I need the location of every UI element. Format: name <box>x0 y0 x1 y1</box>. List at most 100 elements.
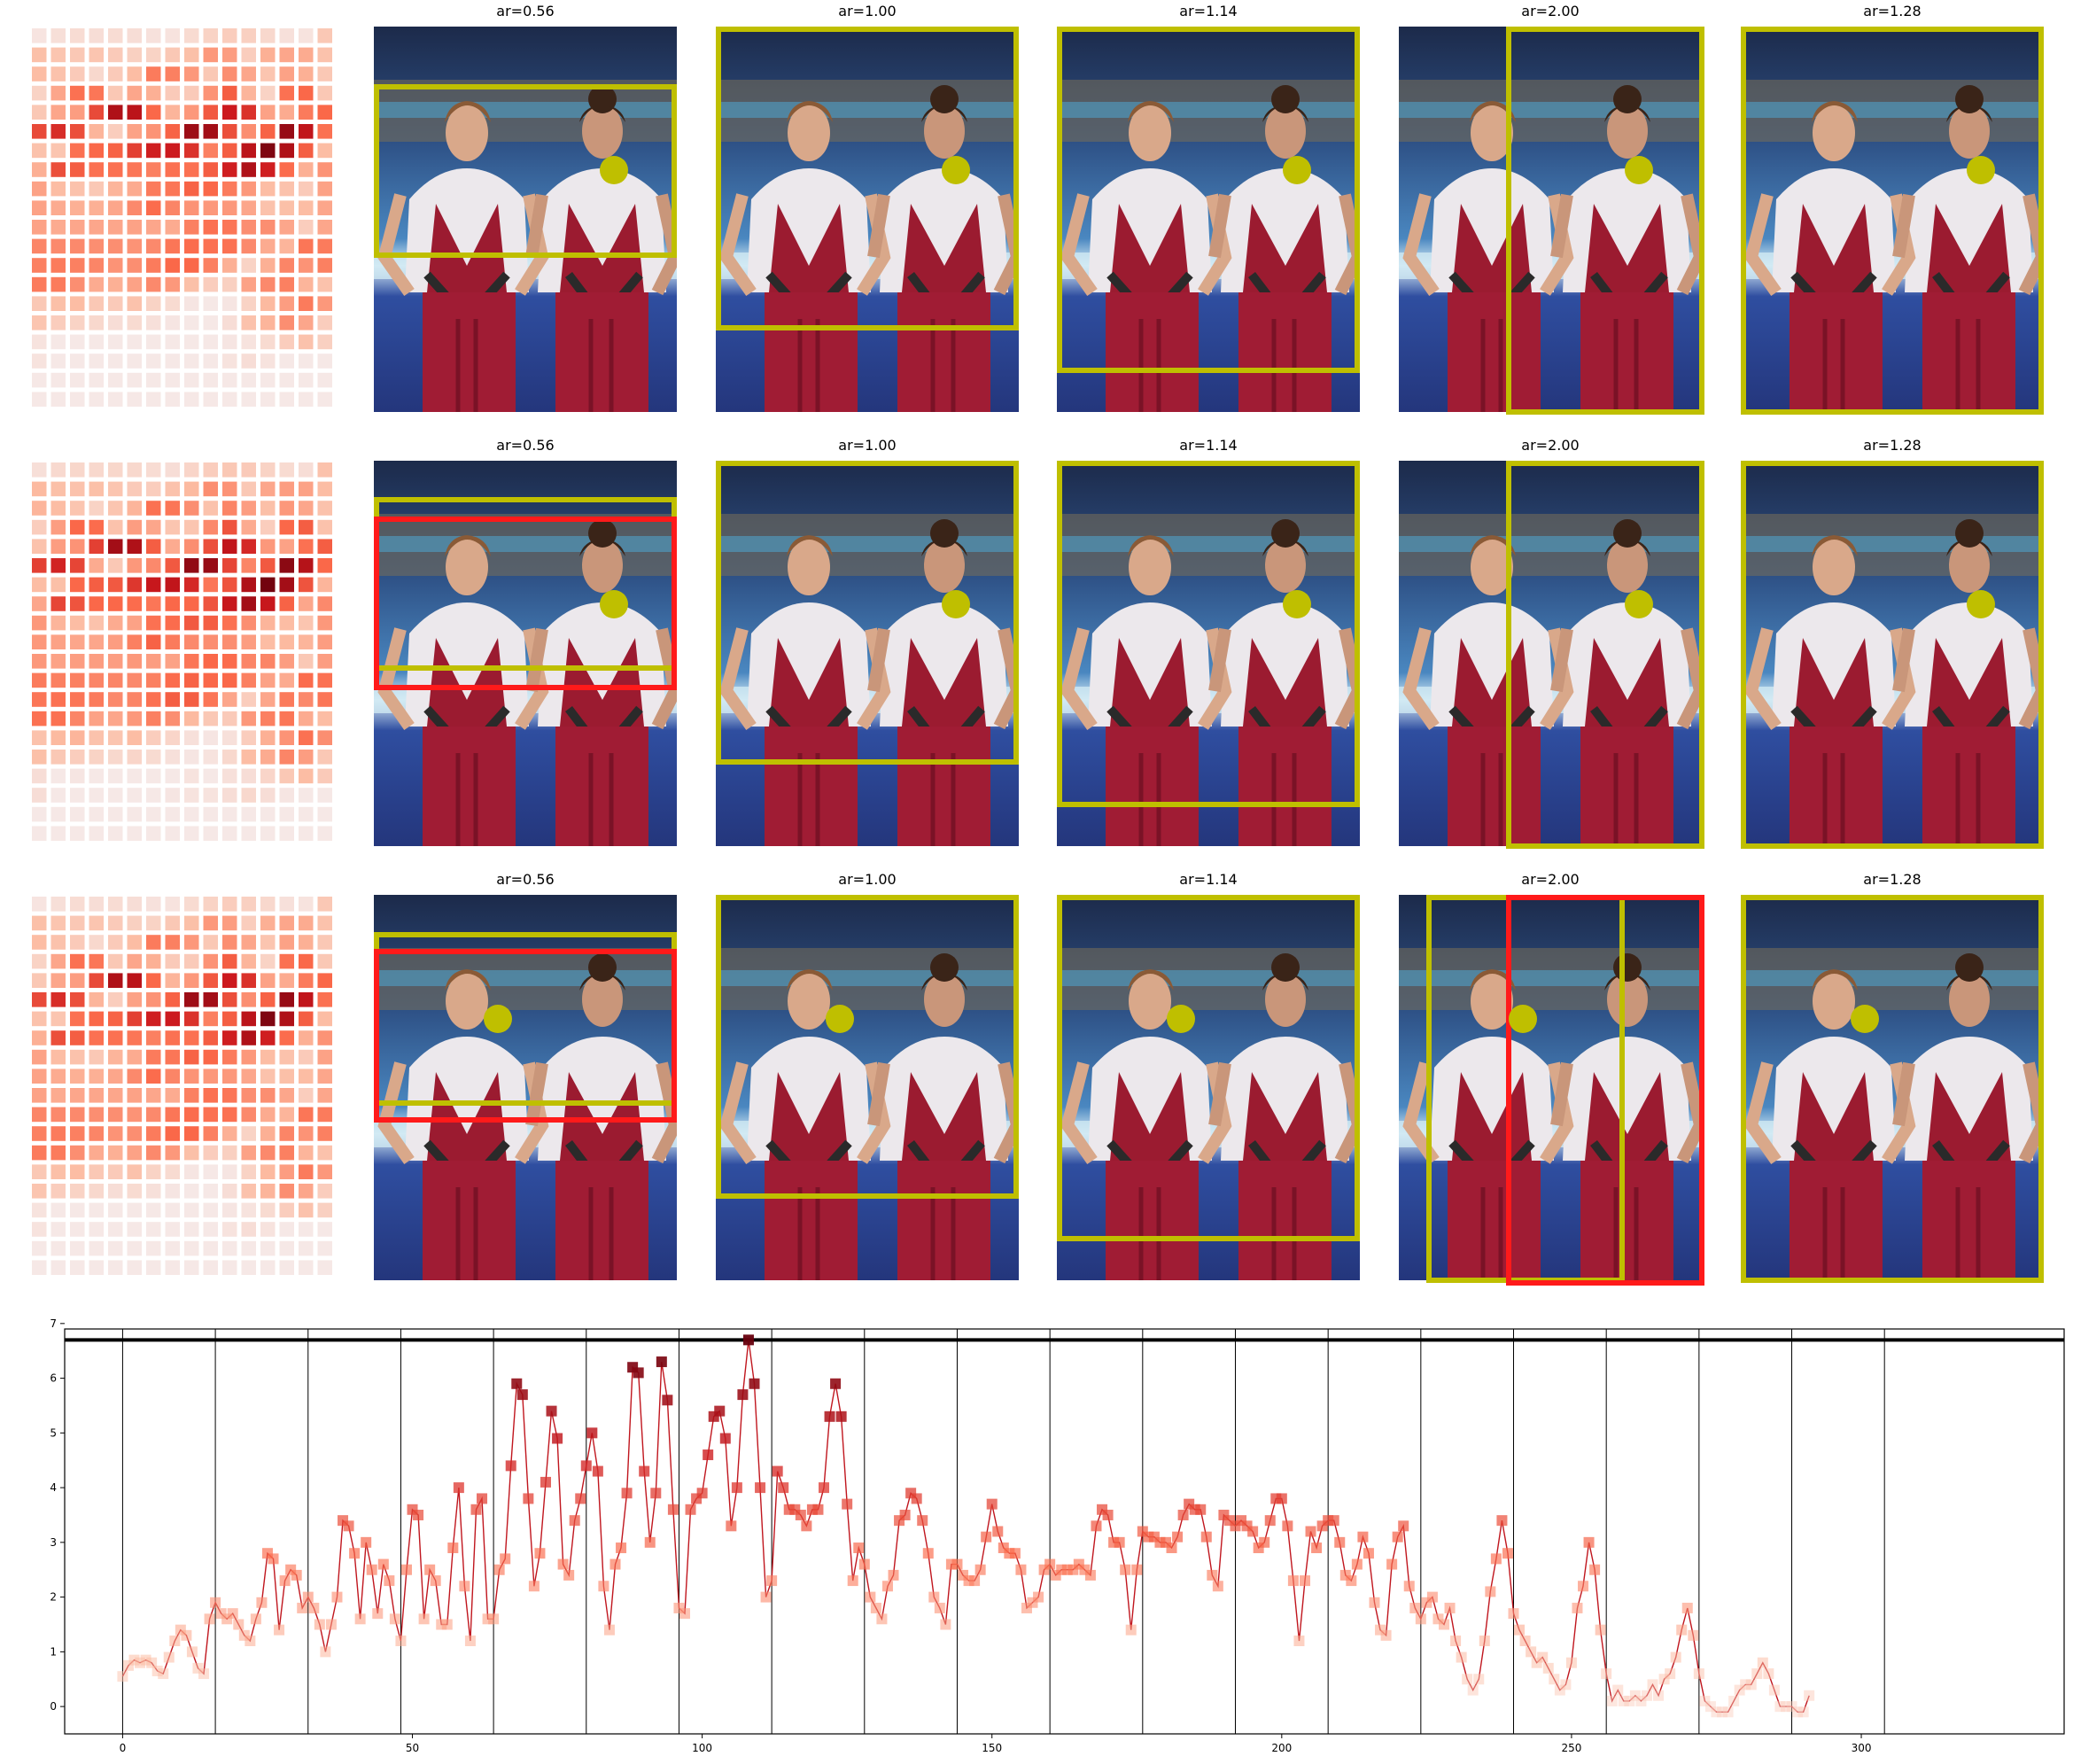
heatmap-cell <box>299 220 314 235</box>
data-point-marker <box>1699 1695 1711 1706</box>
heatmap-cell <box>165 296 180 311</box>
heatmap-cell <box>32 1222 47 1237</box>
heatmap-cell <box>260 1049 276 1065</box>
heatmap-cell <box>32 296 47 311</box>
heatmap-cell <box>203 501 218 516</box>
heatmap-cell <box>317 105 332 120</box>
heatmap-cell <box>260 276 276 292</box>
heatmap-cell <box>279 1069 294 1084</box>
heatmap-cell <box>89 915 104 931</box>
data-point-marker <box>969 1575 981 1587</box>
yellow-crop-box <box>1506 27 1704 415</box>
heatmap-cell <box>32 634 47 649</box>
heatmap-cell <box>146 539 161 554</box>
data-point-marker <box>650 1488 662 1499</box>
heatmap-cell <box>127 615 142 631</box>
heatmap-cell <box>317 85 332 101</box>
y-tick-label: 7 <box>50 1317 57 1330</box>
data-point-marker <box>795 1509 806 1520</box>
data-point-marker <box>1653 1690 1665 1701</box>
data-point-marker <box>1125 1624 1137 1636</box>
heatmap-cell <box>299 1069 314 1084</box>
heatmap-cell <box>127 953 142 969</box>
heatmap-cell <box>89 1202 104 1218</box>
heatmap-cell <box>184 953 199 969</box>
heatmap-cell <box>279 1222 294 1237</box>
heatmap-cell <box>50 200 66 215</box>
data-point-marker <box>1526 1646 1537 1658</box>
heatmap-cell <box>184 806 199 822</box>
heatmap-cell <box>279 788 294 803</box>
heatmap-cell <box>108 1069 123 1084</box>
heatmap-cell <box>222 162 237 177</box>
heatmap-cell <box>317 28 332 43</box>
data-point-marker <box>1200 1531 1212 1543</box>
heatmap-cell <box>203 1202 218 1218</box>
gymnasts-photo <box>716 895 1019 1280</box>
panel-title: ar=1.28 <box>1863 437 1921 454</box>
photo-panel: ar=1.00 <box>716 3 1019 412</box>
heatmap-cell <box>184 1184 199 1199</box>
heatmap-cell <box>203 826 218 841</box>
heatmap-cell <box>32 973 47 988</box>
heatmap-cell <box>241 334 256 350</box>
data-point-marker <box>662 1395 673 1406</box>
heatmap-cell <box>184 897 199 912</box>
heatmap-cell <box>241 577 256 593</box>
heatmap-cell <box>299 354 314 369</box>
heatmap-cell <box>241 47 256 63</box>
yellow-crop-box <box>1057 895 1360 1241</box>
data-point-marker <box>563 1569 575 1581</box>
heatmap-cell <box>299 634 314 649</box>
heatmap-cell <box>203 558 218 573</box>
heatmap-cell <box>222 634 237 649</box>
heatmap-cell <box>32 1069 47 1084</box>
heatmap-cell <box>165 711 180 727</box>
data-point-marker <box>1415 1613 1426 1625</box>
heatmap-cell <box>50 826 66 841</box>
heatmap-cell <box>317 577 332 593</box>
heatmap-cell <box>260 238 276 254</box>
heatmap-cell <box>89 462 104 478</box>
data-point-marker <box>858 1558 870 1570</box>
heatmap-cell <box>165 1030 180 1045</box>
heatmap-cell <box>32 462 47 478</box>
heatmap-cell <box>70 47 85 63</box>
heatmap-cell <box>50 220 66 235</box>
heatmap-cell <box>70 654 85 669</box>
heatmap-cell <box>299 162 314 177</box>
heatmap-cell <box>32 768 47 784</box>
heatmap-cell <box>203 1222 218 1237</box>
heatmap-cell <box>50 897 66 912</box>
data-point-marker <box>917 1515 928 1527</box>
heatmap-cell <box>146 1107 161 1123</box>
heatmap-cell <box>146 181 161 197</box>
heatmap-cell <box>108 276 123 292</box>
heatmap-cell <box>70 1222 85 1237</box>
heatmap-cell <box>203 47 218 63</box>
heatmap-cell <box>165 1260 180 1275</box>
heatmap-cell <box>299 200 314 215</box>
x-tick-label: 250 <box>1561 1742 1581 1754</box>
heatmap-cell <box>279 973 294 988</box>
yellow-crop-box <box>1741 27 2044 415</box>
heatmap-cell <box>50 1202 66 1218</box>
heatmap-cell <box>222 519 237 535</box>
heatmap-cell <box>32 806 47 822</box>
heatmap-cell <box>50 615 66 631</box>
data-point-marker <box>1757 1657 1768 1668</box>
heatmap-cell <box>165 654 180 669</box>
heatmap-cell <box>184 768 199 784</box>
heatmap-cell <box>299 28 314 43</box>
data-point-marker <box>1450 1636 1462 1647</box>
heatmap-cell <box>32 1049 47 1065</box>
data-point-marker <box>1676 1624 1688 1636</box>
heatmap-cell <box>108 1260 123 1275</box>
heatmap-cell <box>70 354 85 369</box>
heatmap-cell <box>89 1184 104 1199</box>
heatmap-cell <box>146 276 161 292</box>
heatmap-cell <box>70 238 85 254</box>
data-point-marker <box>1015 1564 1027 1575</box>
heatmap-cell <box>50 973 66 988</box>
heatmap-cell <box>165 334 180 350</box>
